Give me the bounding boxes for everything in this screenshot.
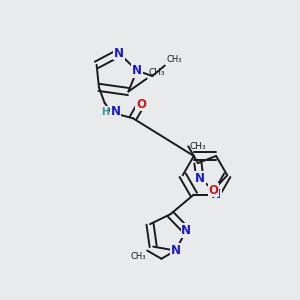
Text: N: N <box>195 172 205 185</box>
Text: H: H <box>101 106 109 117</box>
Text: CH₃: CH₃ <box>166 55 182 64</box>
Text: N: N <box>211 188 221 201</box>
Text: O: O <box>136 98 146 111</box>
Text: N: N <box>114 46 124 59</box>
Text: N: N <box>171 244 181 257</box>
Text: CH₃: CH₃ <box>190 142 206 151</box>
Text: N: N <box>110 105 121 118</box>
Text: CH₃: CH₃ <box>148 68 165 77</box>
Text: N: N <box>132 64 142 77</box>
Text: O: O <box>208 184 218 196</box>
Text: CH₃: CH₃ <box>130 252 146 261</box>
Text: N: N <box>181 224 191 237</box>
